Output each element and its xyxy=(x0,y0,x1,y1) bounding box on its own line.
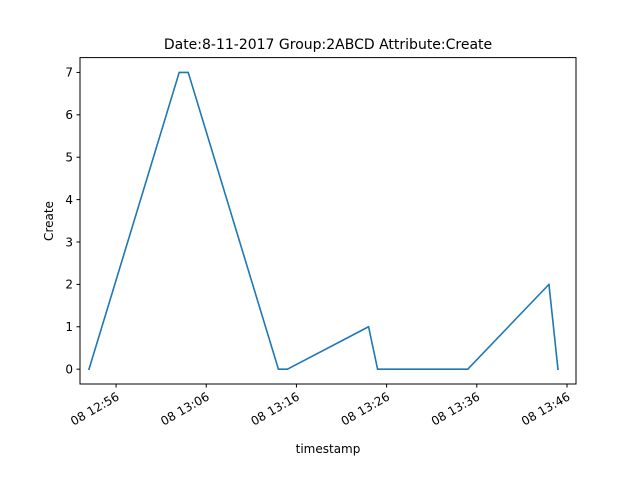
x-tick-label: 08 13:16 xyxy=(248,389,301,428)
data-point xyxy=(286,368,289,370)
data-point xyxy=(178,71,180,74)
data-point xyxy=(277,368,280,370)
y-tick-label: 4 xyxy=(65,193,73,207)
x-tick-label: 08 12:56 xyxy=(68,389,121,428)
data-point xyxy=(376,368,379,370)
data-point xyxy=(367,325,370,328)
data-point xyxy=(466,368,469,370)
y-tick-label: 1 xyxy=(65,320,73,334)
data-point xyxy=(88,368,90,370)
series-layer xyxy=(88,71,559,371)
series-line xyxy=(88,71,559,371)
x-axis-label: timestamp xyxy=(296,442,361,456)
data-point xyxy=(548,283,550,286)
y-tick-label: 0 xyxy=(65,362,73,376)
x-tick-label: 08 13:46 xyxy=(519,389,572,428)
plot-area-frame xyxy=(79,57,577,385)
y-tick-label: 7 xyxy=(65,66,73,80)
x-tick-label: 08 13:36 xyxy=(429,389,482,428)
y-axis: 0 1 2 3 4 5 6 7 xyxy=(65,66,80,376)
y-axis-label: Create xyxy=(42,201,56,241)
y-tick-label: 5 xyxy=(65,151,73,165)
x-tick-label: 08 13:26 xyxy=(339,389,392,428)
data-point xyxy=(557,368,559,370)
x-tick-label: 08 13:06 xyxy=(158,389,211,428)
y-tick-label: 2 xyxy=(65,278,73,292)
chart-title: Date:8-11-2017 Group:2ABCD Attribute:Cre… xyxy=(164,37,492,53)
data-point xyxy=(187,71,190,74)
y-tick-label: 3 xyxy=(65,235,73,249)
y-tick-label: 6 xyxy=(65,108,73,122)
data-point xyxy=(457,368,460,370)
x-axis: 08 12:56 08 13:06 08 13:16 08 13:26 08 13:36… xyxy=(68,384,572,428)
